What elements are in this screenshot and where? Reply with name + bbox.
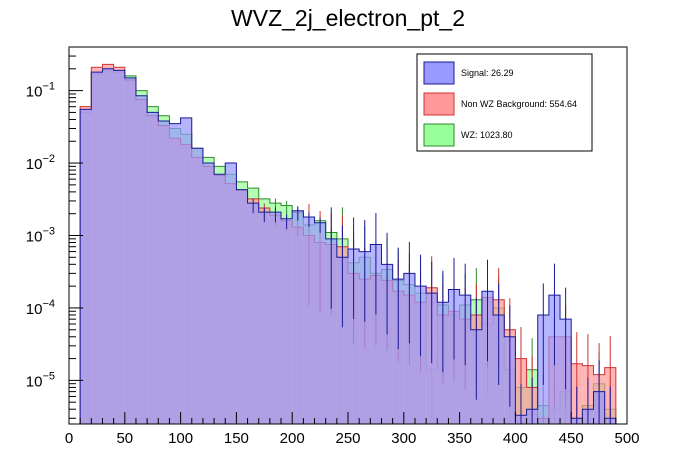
bar	[80, 109, 92, 425]
bar	[113, 70, 125, 425]
bar	[247, 203, 259, 424]
chart-title: WVZ_2j_electron_pt_2	[231, 5, 465, 31]
bar	[314, 222, 326, 424]
legend-swatch	[423, 123, 455, 147]
bar	[102, 68, 114, 424]
legend-label: Signal: 26.29	[461, 68, 514, 78]
legend-swatch	[423, 61, 455, 85]
x-tick-label: 300	[391, 430, 416, 447]
bar	[359, 251, 371, 424]
bar	[303, 217, 315, 424]
bar	[281, 218, 293, 424]
bar	[135, 95, 148, 424]
x-tick-label: 500	[614, 430, 639, 447]
bar	[269, 212, 282, 424]
x-tick-label: 450	[559, 430, 584, 447]
bar	[325, 238, 337, 424]
series-outline	[79, 68, 617, 424]
bar	[392, 279, 404, 424]
x-tick-label: 0	[65, 430, 73, 447]
y-tick-label: 10−3	[26, 226, 55, 246]
bar	[158, 121, 170, 424]
bar	[169, 123, 181, 425]
x-tick-label: 400	[503, 430, 528, 447]
bar	[91, 72, 103, 424]
bar	[336, 257, 348, 424]
bar	[236, 189, 248, 424]
y-tick-label: 10−4	[26, 298, 55, 318]
bar	[292, 210, 304, 424]
bar	[403, 273, 415, 424]
x-tick-label: 100	[168, 430, 193, 447]
bar	[370, 244, 382, 424]
bar	[180, 117, 192, 424]
x-tick-label: 350	[447, 430, 472, 447]
legend-swatch	[423, 92, 455, 116]
bar	[348, 249, 360, 424]
x-axis: 0 50 100 150 200 250 300 350 400 450 500	[65, 412, 640, 447]
x-tick-label: 150	[224, 430, 249, 447]
legend: Signal: 26.29 Non WZ Background: 554.64 WZ…	[416, 53, 593, 152]
x-tick-label: 50	[116, 430, 133, 447]
x-tick-label: 200	[280, 430, 305, 447]
bar	[225, 163, 237, 424]
legend-label: Non WZ Background: 554.64	[461, 99, 577, 109]
y-axis: 10−1 10−2 10−3 10−4 10−5	[26, 46, 83, 419]
bar	[202, 163, 215, 424]
series-signal	[79, 68, 617, 425]
y-tick-label: 10−1	[26, 81, 55, 101]
bar	[124, 77, 136, 425]
y-tick-label: 10−5	[26, 370, 55, 390]
bar	[191, 148, 203, 424]
histogram-bars	[79, 63, 617, 425]
bar	[214, 174, 226, 424]
bar	[258, 212, 270, 424]
legend-label: WZ: 1023.80	[461, 130, 513, 140]
y-tick-label: 10−2	[26, 153, 55, 173]
bar	[147, 112, 159, 425]
x-tick-label: 250	[335, 430, 360, 447]
bar	[381, 264, 393, 424]
